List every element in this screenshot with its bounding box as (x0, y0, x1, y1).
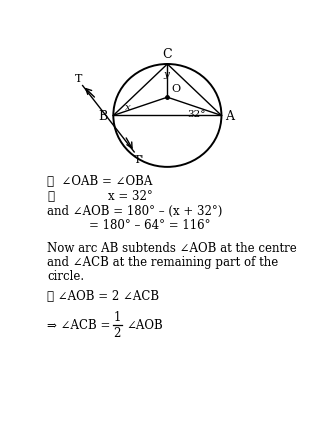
Text: ∴ ∠AOB = 2 ∠ACB: ∴ ∠AOB = 2 ∠ACB (47, 289, 159, 302)
Text: = 180° – 64° = 116°: = 180° – 64° = 116° (89, 219, 210, 232)
Text: ⇒ ∠ACB =: ⇒ ∠ACB = (47, 318, 114, 331)
Text: ∠AOB: ∠AOB (127, 318, 164, 331)
Text: ∴  ∠OAB = ∠OBA: ∴ ∠OAB = ∠OBA (47, 174, 152, 187)
Text: and ∠AOB = 180° – (x + 32°): and ∠AOB = 180° – (x + 32°) (47, 204, 222, 217)
Text: 2: 2 (113, 326, 121, 339)
Text: 1: 1 (113, 310, 121, 324)
Text: x = 32°: x = 32° (108, 189, 153, 202)
Text: O: O (171, 84, 180, 94)
Text: 32°: 32° (187, 109, 206, 118)
Text: T: T (75, 74, 83, 84)
Text: and ∠ACB at the remaining part of the: and ∠ACB at the remaining part of the (47, 255, 278, 268)
Text: y: y (163, 70, 169, 79)
Text: Now arc AB subtends ∠AOB at the centre: Now arc AB subtends ∠AOB at the centre (47, 241, 297, 254)
Text: T': T' (134, 154, 145, 164)
Text: ∴: ∴ (47, 189, 54, 202)
Text: circle.: circle. (47, 270, 84, 283)
Text: B: B (98, 110, 107, 123)
Text: C: C (163, 48, 172, 61)
Text: A: A (225, 110, 234, 123)
Text: x: x (125, 103, 131, 112)
